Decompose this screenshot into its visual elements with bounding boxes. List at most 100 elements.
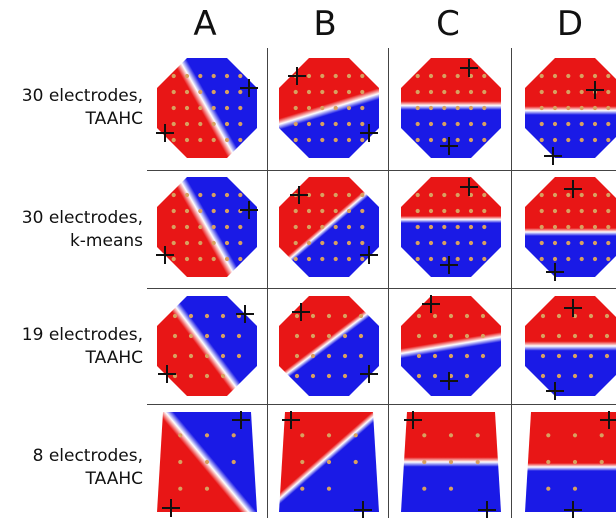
electrode-dot [588, 333, 594, 339]
electrode-dot [198, 89, 203, 95]
electrode-dot [333, 208, 338, 214]
electrode-dot [579, 256, 584, 262]
electrode-dot [198, 256, 203, 262]
column-header-a: A [193, 4, 217, 44]
electrode-dot [572, 373, 578, 379]
electrode-dot [171, 105, 176, 111]
electrode-dot [198, 121, 203, 127]
electrode-dot [455, 208, 460, 214]
grid-horizontal-3 [147, 404, 616, 405]
electrode-dot [360, 256, 365, 262]
grid-vertical-1 [267, 48, 268, 518]
electrode-dot [480, 333, 486, 339]
electrode-dot [204, 353, 210, 359]
electrode-dot [539, 121, 544, 127]
electrode-dot [579, 224, 584, 230]
cross-marker [290, 186, 308, 204]
electrode-dot [455, 121, 460, 127]
electrode-dot [293, 240, 298, 246]
map-field [157, 296, 257, 396]
electrode-dot [422, 433, 427, 438]
electrode-dot [579, 121, 584, 127]
electrode-dot [432, 333, 438, 339]
electrode-dot [211, 137, 216, 143]
electrode-dot [606, 256, 611, 262]
electrode-dot [333, 256, 338, 262]
electrode-dot [422, 459, 427, 465]
electrode-dot [415, 137, 420, 143]
electrode-dot [482, 89, 487, 95]
electrode-dot [604, 333, 610, 339]
electrode-dot [540, 333, 546, 339]
cross-marker [360, 246, 378, 264]
electrode-dot [428, 240, 434, 246]
electrode-dot [448, 333, 454, 339]
electrode-dot [293, 256, 298, 262]
electrode-dot [171, 240, 176, 246]
electrode-dot [306, 121, 312, 127]
topomap-r1-c [401, 58, 501, 158]
electrode-dot [442, 89, 447, 95]
electrode-dot [346, 256, 352, 262]
electrode-dot [171, 192, 176, 198]
electrode-dot [448, 433, 454, 438]
electrode-dot [211, 89, 216, 95]
electrode-dot [579, 240, 584, 246]
electrode-dot [198, 73, 203, 79]
electrode-dot [566, 240, 571, 246]
electrode-dot [204, 433, 210, 438]
electrode-dot [188, 373, 194, 379]
row-label-2: 30 electrodes, k-means [0, 207, 143, 253]
electrode-dot [198, 192, 203, 198]
electrode-dot [333, 137, 338, 143]
electrode-dot [342, 333, 348, 339]
electrode-dot [455, 240, 460, 246]
electrode-dot [346, 208, 352, 214]
electrode-dot [211, 121, 216, 127]
electrode-dot [606, 89, 611, 95]
electrode-dot [428, 73, 434, 79]
electrode-dot [184, 192, 190, 198]
topomap-r4-b [279, 411, 379, 518]
electrode-dot [198, 208, 203, 214]
row-label-1-line2: TAAHC [85, 109, 143, 129]
row-label-2-line2: k-means [69, 231, 143, 251]
electrode-dot [204, 459, 210, 465]
cross-marker [564, 180, 582, 198]
cross-marker [360, 365, 378, 383]
electrode-dot [455, 256, 460, 262]
electrode-dot [606, 73, 611, 79]
electrode-dot [360, 105, 365, 111]
row-label-2-line1: 30 electrodes, [21, 208, 143, 228]
electrode-dot [204, 373, 210, 379]
electrode-dot [204, 486, 210, 491]
electrode-dot [171, 224, 176, 230]
electrode-dot [546, 459, 551, 465]
electrode-dot [464, 313, 470, 319]
electrode-dot [306, 192, 312, 198]
electrode-dot [320, 73, 325, 79]
electrode-dot [448, 459, 454, 465]
topomap-r1-b [279, 58, 379, 158]
electrode-dot [238, 256, 243, 262]
electrode-dot [592, 105, 598, 111]
electrode-dot [539, 73, 544, 79]
electrode-dot [448, 353, 454, 359]
cross-marker [440, 137, 458, 155]
cross-marker [440, 256, 458, 274]
electrode-dot [475, 459, 480, 465]
electrode-dot [448, 486, 454, 491]
electrode-dot [178, 433, 183, 438]
electrode-dot [539, 137, 544, 143]
electrode-dot [306, 105, 312, 111]
electrode-dot [556, 313, 562, 319]
electrode-dot [415, 256, 420, 262]
electrode-dot [442, 137, 447, 143]
topomap-r3-b [279, 296, 379, 396]
electrode-dot [579, 105, 584, 111]
electrode-dot [310, 373, 316, 379]
electrode-dot [238, 73, 243, 79]
row-label-3: 19 electrodes, TAAHC [0, 324, 143, 370]
map-field [401, 177, 501, 277]
electrode-dot [236, 333, 242, 339]
